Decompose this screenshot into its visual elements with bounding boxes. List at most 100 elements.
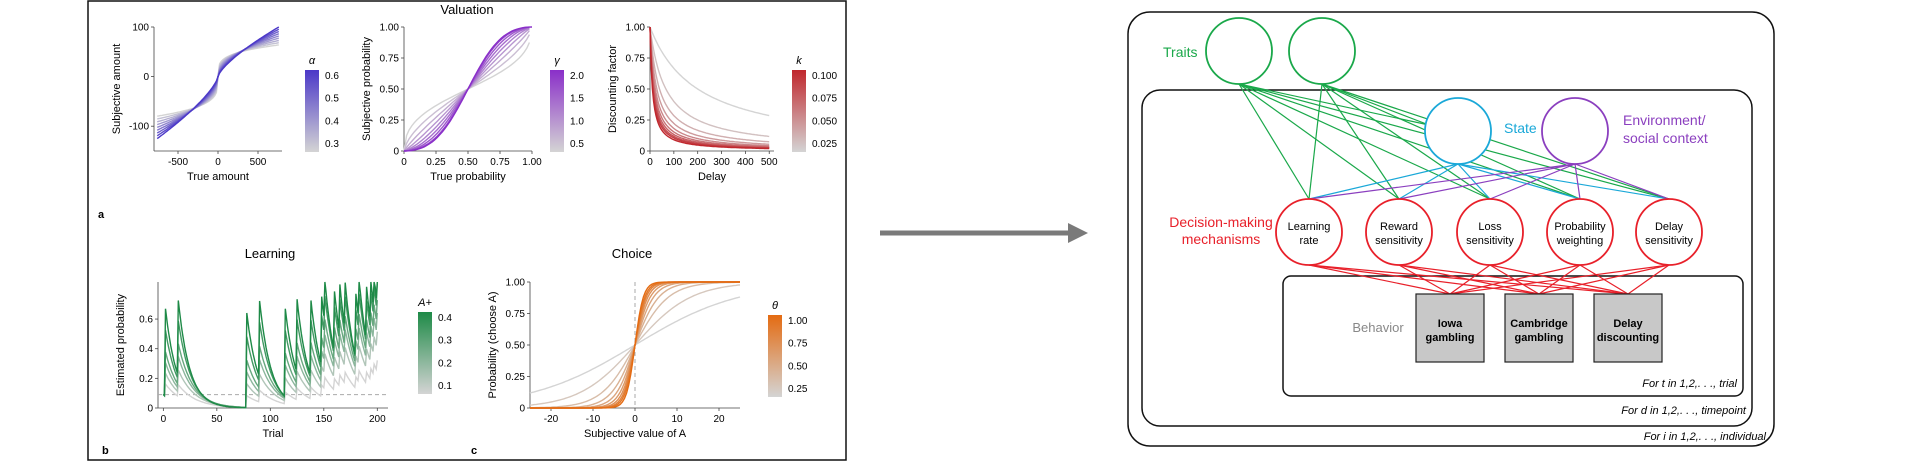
legend-tick-label: 0.075 bbox=[812, 94, 837, 105]
env-label-line1: Environment/ bbox=[1623, 112, 1706, 128]
learning-series-line bbox=[162, 331, 378, 409]
state-label: State bbox=[1504, 120, 1537, 136]
mechanism-node bbox=[1456, 198, 1524, 266]
legend-tick-label: 1.0 bbox=[570, 116, 584, 127]
y-axis-label: Probability (choose A) bbox=[487, 292, 499, 399]
valuation-title: Valuation bbox=[440, 2, 493, 17]
y-tick-label: -100 bbox=[129, 122, 149, 133]
y-tick-label: 0.4 bbox=[139, 344, 153, 355]
y-tick-label: 1.00 bbox=[506, 278, 526, 289]
mechanism-node bbox=[1635, 198, 1703, 266]
mechanism-label-line2: rate bbox=[1300, 235, 1319, 247]
y-axis-label: Discounting factor bbox=[607, 45, 619, 133]
environment-node bbox=[1541, 97, 1609, 165]
k-series-line bbox=[649, 26, 770, 148]
legend-tick-label: 2.0 bbox=[570, 71, 584, 82]
x-tick-label: 200 bbox=[689, 157, 706, 168]
edge bbox=[1398, 264, 1451, 295]
mechanism-label-line1: Probability bbox=[1554, 221, 1606, 233]
x-tick-label: 0 bbox=[401, 157, 407, 168]
plate-individual bbox=[1127, 11, 1775, 447]
legend-tick-label: 0.5 bbox=[325, 94, 339, 105]
edge bbox=[1238, 83, 1581, 200]
x-axis-label: Trial bbox=[263, 428, 284, 440]
edge bbox=[1308, 83, 1323, 200]
x-tick-label: 100 bbox=[666, 157, 683, 168]
edge bbox=[1321, 83, 1491, 200]
x-tick-label: 200 bbox=[369, 414, 386, 425]
diagram-nodes: Learning rate Reward sensitivity Loss sensiti… bbox=[1205, 17, 1703, 363]
legend-tick-label: 0.4 bbox=[438, 313, 452, 324]
edge bbox=[1321, 83, 1670, 200]
task-label-line1: Cambridge bbox=[1510, 318, 1567, 330]
edge bbox=[1449, 264, 1581, 295]
y-tick-label: 0 bbox=[393, 147, 399, 158]
legend-tick-label: 1.5 bbox=[570, 94, 584, 105]
k-series-line bbox=[649, 26, 770, 143]
task-node bbox=[1415, 293, 1485, 363]
traits-label: Traits bbox=[1163, 44, 1197, 60]
k-series-line bbox=[649, 26, 770, 117]
plate-individual-label: For i in 1,2,. . ., individual bbox=[1644, 431, 1767, 443]
legend-tick-label: 0.3 bbox=[438, 336, 452, 347]
edge bbox=[1238, 83, 1491, 200]
chart-valuation-probability: 0 0.25 0.50 0.75 1.00 1.00 0.75 0.50 0.25 0 True p… bbox=[361, 23, 584, 184]
traits-node-2 bbox=[1288, 17, 1356, 85]
edge bbox=[1308, 163, 1459, 200]
k-series-line bbox=[649, 26, 770, 147]
edge bbox=[1574, 163, 1581, 200]
edge bbox=[1449, 264, 1491, 295]
legend-colorbar bbox=[305, 70, 319, 152]
left-panel-frame bbox=[87, 0, 847, 461]
x-axis-label: True amount bbox=[187, 171, 249, 183]
edge bbox=[1238, 83, 1400, 200]
plate-timepoint-label: For d in 1,2,. . ., timepoint bbox=[1621, 405, 1747, 417]
legend-tick-label: 0.3 bbox=[325, 139, 339, 150]
edge bbox=[1398, 163, 1459, 200]
k-series-line bbox=[649, 26, 770, 150]
task-node bbox=[1593, 293, 1663, 363]
mechanism-label-line1: Reward bbox=[1380, 221, 1418, 233]
y-tick-label: 0.25 bbox=[380, 116, 400, 127]
y-tick-label: 0.75 bbox=[380, 54, 400, 65]
y-tick-label: 0.50 bbox=[626, 85, 646, 96]
x-tick-label: 0 bbox=[632, 414, 638, 425]
mechanism-label-line1: Delay bbox=[1655, 221, 1684, 233]
plate-trial-label: For t in 1,2,. . ., trial bbox=[1642, 378, 1737, 390]
legend-tick-label: 0.025 bbox=[812, 139, 837, 150]
edge bbox=[1457, 163, 1670, 200]
legend-colorbar bbox=[550, 70, 564, 152]
x-tick-label: 500 bbox=[250, 157, 267, 168]
x-tick-label: 0 bbox=[647, 157, 653, 168]
edge bbox=[1489, 163, 1576, 200]
legend-tick-label: 0.75 bbox=[788, 339, 808, 350]
edge bbox=[1457, 163, 1581, 200]
learning-series-line bbox=[162, 300, 378, 409]
learning-title: Learning bbox=[245, 246, 296, 261]
legend-tick-label: 0.50 bbox=[788, 361, 808, 372]
legend-tick-label: 0.25 bbox=[788, 384, 808, 395]
task-label-line2: discounting bbox=[1597, 332, 1659, 344]
x-tick-label: 10 bbox=[671, 414, 683, 425]
y-axis-label: Subjective probability bbox=[361, 37, 373, 141]
legend-tick-label: 0.050 bbox=[812, 116, 837, 127]
panel-label-c: c bbox=[471, 445, 477, 457]
x-tick-label: 300 bbox=[713, 157, 730, 168]
y-tick-label: 0 bbox=[519, 404, 525, 415]
mechanism-label-line1: Loss bbox=[1478, 221, 1502, 233]
edge bbox=[1449, 264, 1670, 295]
traits-node-1 bbox=[1205, 17, 1273, 85]
mechanism-label-line2: sensitivity bbox=[1375, 235, 1423, 247]
plate-timepoint bbox=[1141, 89, 1753, 427]
edge bbox=[1238, 83, 1310, 200]
y-tick-label: 0.6 bbox=[139, 315, 153, 326]
task-label-line1: Delay bbox=[1613, 318, 1643, 330]
legend-colorbar bbox=[792, 70, 806, 152]
k-series-line bbox=[649, 26, 770, 138]
behavior-label: Behavior bbox=[1352, 320, 1404, 335]
edge bbox=[1538, 264, 1670, 295]
mechanism-label-line2: sensitivity bbox=[1466, 235, 1514, 247]
legend-title: A+ bbox=[417, 297, 432, 309]
